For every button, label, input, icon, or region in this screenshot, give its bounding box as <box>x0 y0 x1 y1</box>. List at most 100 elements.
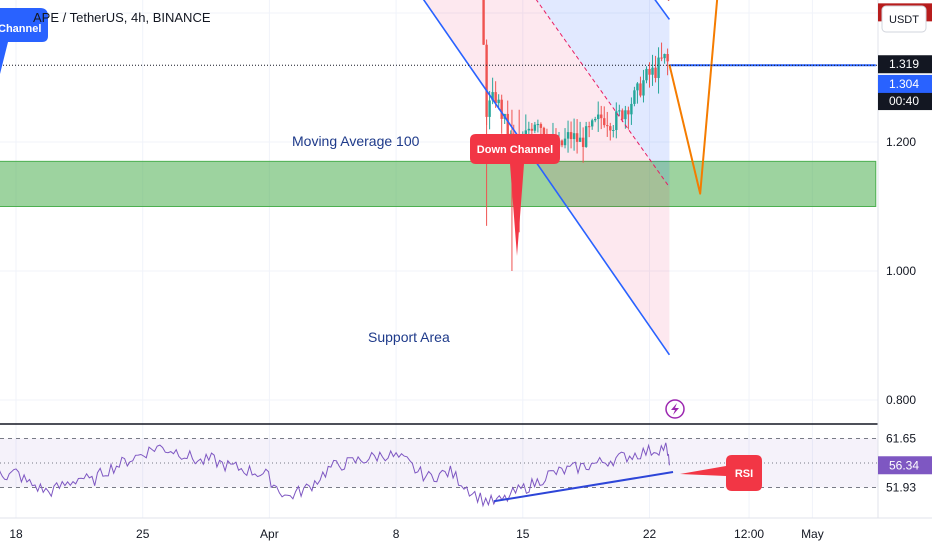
down-channel-label: Down Channel <box>477 144 553 156</box>
candle-body <box>633 90 636 104</box>
candle-body <box>654 67 657 78</box>
price-label-text: 1.319 <box>889 57 919 71</box>
target-lines[interactable] <box>669 0 876 67</box>
down-channel-callout[interactable]: Down Channel <box>470 134 560 256</box>
lightning-icon[interactable] <box>665 399 685 419</box>
candle-body <box>491 92 494 101</box>
time-tick-label: 12:00 <box>734 527 764 541</box>
candle-body <box>584 126 588 147</box>
candle-body <box>572 133 576 140</box>
candle-body <box>563 138 567 146</box>
candle-body <box>581 137 585 147</box>
candle-body <box>530 128 534 131</box>
price-tick-label: 1.000 <box>886 264 916 278</box>
candle-body <box>612 130 615 132</box>
time-tick-label: May <box>801 527 824 541</box>
candle-body <box>527 128 531 131</box>
candle-body <box>506 113 509 135</box>
time-tick-label: 15 <box>516 527 530 541</box>
candle-body <box>500 99 503 119</box>
price-tick-label: 1.200 <box>886 135 916 149</box>
candle-body <box>533 124 537 131</box>
candle-body <box>627 110 630 115</box>
rsi-value-box <box>878 456 932 475</box>
candle-body <box>645 68 648 81</box>
candle-body <box>624 110 627 120</box>
candle-body <box>542 127 546 139</box>
candle-body <box>630 103 633 115</box>
channel-tag-callout <box>0 8 48 74</box>
price-label-text: 00:40 <box>889 94 919 108</box>
candle-body <box>618 110 621 112</box>
currency-button[interactable]: USDT <box>881 5 927 33</box>
rsi-tick-label: 61.65 <box>886 432 916 446</box>
candle-body <box>666 54 669 62</box>
time-tick-label: 25 <box>136 527 150 541</box>
candle-body <box>590 120 594 127</box>
projection-path <box>668 0 719 195</box>
candle-body <box>636 83 639 91</box>
candle-body <box>642 80 645 96</box>
rsi-trendline[interactable] <box>493 471 674 503</box>
candle-body <box>569 132 573 140</box>
projection-line <box>668 0 719 195</box>
rsi-line <box>0 442 670 508</box>
price-label-box <box>878 74 932 93</box>
moving-average-label: Moving Average 100 <box>292 133 420 149</box>
candle-body <box>600 114 603 119</box>
time-tick-label: 18 <box>9 527 23 541</box>
candle-body <box>639 83 642 96</box>
rsi-callout-label: RSI <box>735 468 753 480</box>
currency-button-label: USDT <box>889 14 919 26</box>
candle-body <box>621 110 624 120</box>
rsi-axis-labels: 61.65 51.93 56.34 <box>878 432 932 495</box>
price-label-box <box>878 92 932 111</box>
candle-body <box>606 125 609 127</box>
candle-body <box>578 137 582 142</box>
candle-body <box>536 124 540 126</box>
rsi-tick-label: 51.93 <box>886 481 916 495</box>
candle-body <box>594 118 597 121</box>
rsi-callout[interactable]: RSI <box>680 455 762 491</box>
candle-body <box>497 99 500 104</box>
channel-mid-line[interactable] <box>143 0 670 188</box>
candle-body <box>560 140 564 146</box>
candle-body <box>494 92 497 104</box>
support-zones <box>0 160 877 208</box>
candle-body <box>657 57 660 78</box>
support-zone-1[interactable] <box>0 160 877 208</box>
candle-body <box>566 132 570 139</box>
time-tick-label: 22 <box>643 527 657 541</box>
channel-lines[interactable] <box>143 0 671 356</box>
candle-body <box>485 44 488 117</box>
chart-header: Channel APE / TetherUS, 4h, BINANCE <box>0 8 211 74</box>
candle-body <box>648 68 651 75</box>
symbol-title[interactable]: APE / TetherUS, 4h, BINANCE <box>33 10 211 25</box>
time-tick-label: 8 <box>393 527 400 541</box>
grid-lines <box>0 0 878 518</box>
support-area-label: Support Area <box>368 329 450 345</box>
candle-body <box>597 114 600 119</box>
candle-body <box>575 133 579 142</box>
candle-body <box>660 57 663 59</box>
price-pane[interactable] <box>0 0 878 356</box>
rsi-value-label: 56.34 <box>889 458 919 472</box>
price-tick-label: 0.800 <box>886 393 916 407</box>
candle-body <box>651 67 654 75</box>
time-tick-label: Apr <box>260 527 279 541</box>
candle-body <box>663 54 666 59</box>
candle-body <box>488 100 491 117</box>
channel-tag-label: Channel <box>0 23 41 35</box>
channel-lower-line[interactable] <box>143 0 671 356</box>
candle-body <box>609 126 612 131</box>
price-label-box <box>878 55 932 74</box>
candle-body <box>539 124 543 128</box>
channel-upper-fill <box>536 0 670 188</box>
candle-body <box>615 111 618 131</box>
candle-body <box>603 118 606 126</box>
candle-body <box>482 0 485 45</box>
time-axis-ticks[interactable]: 18 25 Apr 8 15 22 12:00 May <box>9 527 823 541</box>
candle-body <box>587 126 591 128</box>
price-label-text: 1.304 <box>889 77 919 91</box>
